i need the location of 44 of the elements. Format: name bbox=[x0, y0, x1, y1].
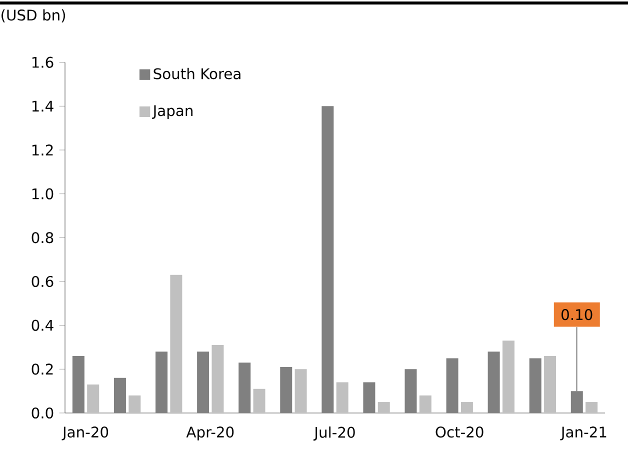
x-tick-label: Jan-20 bbox=[62, 426, 108, 440]
legend-label: South Korea bbox=[154, 68, 240, 80]
y-tick-label: 0.4 bbox=[32, 320, 54, 331]
legend-label: Japan bbox=[152, 105, 192, 120]
y-tick-label: 0.8 bbox=[32, 232, 54, 244]
bar bbox=[544, 356, 556, 413]
bar bbox=[570, 391, 583, 413]
y-tick-label: 1.6 bbox=[32, 56, 54, 68]
bar bbox=[253, 388, 266, 413]
x-tick-label: Jan-21 bbox=[560, 426, 606, 440]
bar bbox=[419, 395, 432, 413]
bar bbox=[212, 345, 224, 413]
x-tick-label: Oct-20 bbox=[436, 426, 484, 438]
y-axis-title: (USD bn) bbox=[2, 9, 66, 22]
bar bbox=[502, 340, 514, 413]
bar bbox=[586, 402, 598, 413]
bar bbox=[446, 358, 458, 413]
y-tick-label: 1.2 bbox=[32, 144, 53, 156]
bar bbox=[378, 402, 390, 413]
bar bbox=[322, 106, 334, 413]
bar bbox=[87, 384, 100, 413]
bar bbox=[363, 382, 376, 413]
bar bbox=[128, 395, 141, 413]
bar bbox=[114, 378, 126, 413]
bar bbox=[529, 358, 542, 413]
bar bbox=[404, 369, 417, 413]
x-tick-label: Apr-20 bbox=[186, 426, 234, 440]
bar bbox=[238, 362, 251, 413]
bar bbox=[197, 352, 210, 413]
bar bbox=[170, 274, 182, 413]
bar bbox=[294, 369, 307, 413]
x-tick-label: Jul-20 bbox=[313, 426, 355, 441]
y-tick-label: 0.0 bbox=[32, 407, 54, 419]
y-tick-label: 0.2 bbox=[32, 364, 53, 375]
bar bbox=[460, 402, 473, 413]
data-label: 0.10 bbox=[562, 309, 592, 320]
bar bbox=[72, 356, 84, 413]
bar bbox=[336, 382, 348, 413]
bar bbox=[156, 352, 168, 413]
y-tick-label: 1.4 bbox=[32, 100, 54, 112]
bar bbox=[488, 352, 500, 413]
y-tick-label: 0.6 bbox=[32, 276, 54, 288]
y-tick-label: 1.0 bbox=[32, 188, 54, 200]
bar bbox=[280, 366, 292, 413]
